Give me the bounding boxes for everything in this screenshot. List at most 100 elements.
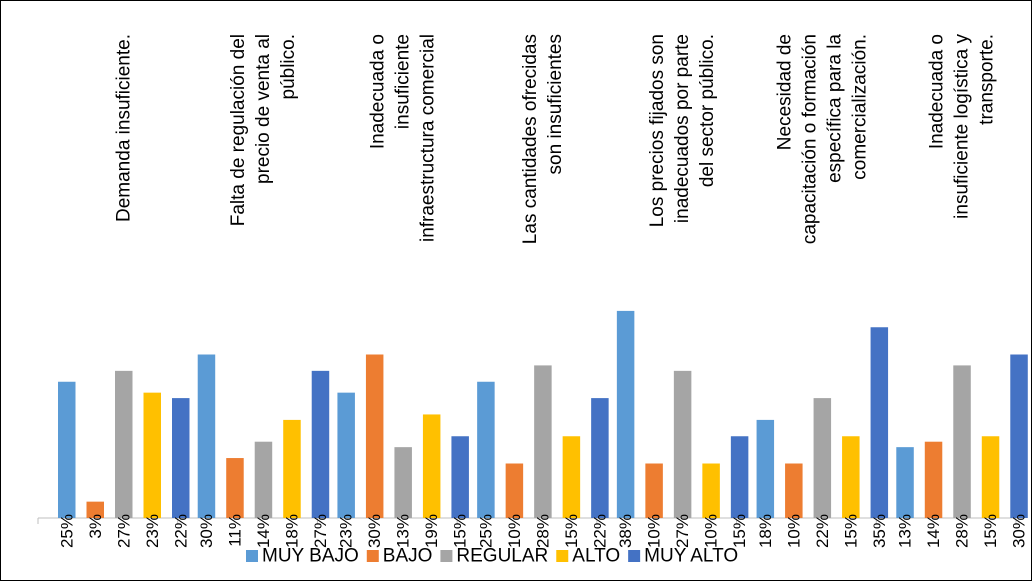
category-label-line: Los precios fijados son (647, 34, 668, 227)
category-label-line: insuficiente logística y (952, 34, 973, 219)
category-label-line: público. (278, 34, 299, 100)
data-label: 30% (197, 514, 216, 548)
bar (451, 436, 469, 518)
data-label: 23% (143, 514, 162, 548)
data-label: 13% (896, 514, 915, 548)
legend-item: ALTO (556, 546, 620, 567)
legend-swatch (366, 550, 379, 562)
bar (591, 398, 609, 518)
bar (254, 441, 273, 518)
data-label: 35% (870, 514, 889, 548)
bar (896, 447, 914, 518)
data-label: 28% (953, 514, 972, 548)
data-label: 14% (254, 514, 273, 548)
category-label-line: inadecuados por parte (672, 34, 693, 223)
data-label: 22% (171, 514, 190, 548)
legend-swatch (440, 550, 453, 562)
bar (645, 463, 663, 518)
data-label: 28% (533, 514, 552, 548)
category-label: Necesidad de capacitación o formación espe… (774, 34, 870, 245)
bar (813, 398, 832, 518)
legend-swatch (556, 550, 569, 562)
bar (505, 463, 524, 518)
bar (870, 327, 889, 518)
data-label: 18% (282, 514, 301, 548)
category-label: Demanda insuficiente. (113, 34, 134, 222)
data-label: 15% (730, 514, 749, 548)
bar (534, 365, 552, 518)
data-label: 38% (616, 514, 635, 548)
category-label-line: Demanda insuficiente. (113, 34, 134, 222)
data-label: 23% (337, 514, 356, 548)
data-label: 22% (813, 514, 832, 548)
data-label: 27% (311, 514, 330, 548)
bar (562, 436, 581, 518)
category-label: Las cantidades ofrecidas son insuficiente… (520, 34, 566, 244)
bar (86, 501, 104, 518)
data-label: 10% (645, 514, 664, 548)
category-label-line: Las cantidades ofrecidas (520, 34, 541, 244)
bar (311, 370, 330, 518)
bar (756, 419, 775, 518)
bar (953, 365, 971, 518)
bar (1010, 354, 1028, 518)
data-label: 22% (590, 514, 609, 548)
bar (394, 447, 412, 518)
data-label: 15% (451, 514, 470, 548)
bar (981, 436, 1000, 518)
bar (143, 392, 161, 518)
category-label-line: transporte. (977, 34, 998, 125)
category-label: Inadecuada o insuficiente infraestructura … (368, 34, 439, 242)
category-label-line: Necesidad de (774, 34, 795, 150)
data-label: 30% (1010, 514, 1029, 548)
category-label: Inadecuada o insuficiente logística y tran… (927, 34, 998, 219)
bar (365, 354, 384, 518)
bar (842, 436, 860, 518)
category-label: Falta de regulación del precio de venta a… (228, 34, 299, 226)
data-label: 10% (702, 514, 721, 548)
bar (197, 354, 216, 518)
data-label: 18% (756, 514, 775, 548)
data-label: 3% (86, 514, 105, 539)
legend-swatch (246, 550, 258, 562)
data-label: 14% (924, 514, 943, 548)
bar (337, 392, 355, 518)
data-label: 25% (57, 514, 76, 548)
legend-item: MUY BAJO (246, 546, 359, 567)
category-label-line: infraestructura comercial (418, 34, 439, 242)
legend-swatch (628, 550, 641, 562)
category-label-line: Falta de regulación del (228, 34, 249, 226)
category-label-line: son insuficientes (545, 34, 566, 174)
category-label-line: insuficiente (393, 34, 414, 129)
plot-area: 25% 3% 27% 23% 22% Demanda insuficiente. 30% 11… (37, 34, 1029, 548)
legend-label: MUY ALTO (644, 546, 738, 567)
legend-item: REGULAR (440, 546, 548, 567)
bar (115, 370, 133, 518)
legend-label: BAJO (383, 546, 433, 567)
data-label: 10% (505, 514, 524, 548)
category-label-line: Inadecuada o (927, 34, 948, 149)
bar (226, 458, 244, 518)
category-label-line: Inadecuada o (368, 34, 389, 149)
bar (172, 398, 190, 518)
bar (730, 436, 749, 518)
data-label: 27% (114, 514, 133, 548)
category-label: Los precios fijados son inadecuados por p… (647, 34, 718, 227)
category-label-line: precio de venta al (253, 34, 274, 184)
legend: MUY BAJO BAJO REGULAR ALTO MUY ALTO (246, 546, 738, 567)
data-label: 13% (394, 514, 413, 548)
data-label: 15% (981, 514, 1000, 548)
category-label-line: capacitación o formación (799, 34, 820, 244)
bar (702, 463, 720, 518)
bar (616, 310, 635, 518)
data-label: 10% (784, 514, 803, 548)
data-label: 30% (365, 514, 384, 548)
bar (477, 381, 495, 518)
bar (58, 381, 76, 518)
data-label: 19% (422, 514, 441, 548)
category-label-line: comercialización. (849, 34, 870, 180)
legend-label: MUY BAJO (262, 546, 359, 567)
bar (673, 370, 692, 518)
legend-label: ALTO (572, 546, 620, 567)
bar (283, 419, 301, 518)
